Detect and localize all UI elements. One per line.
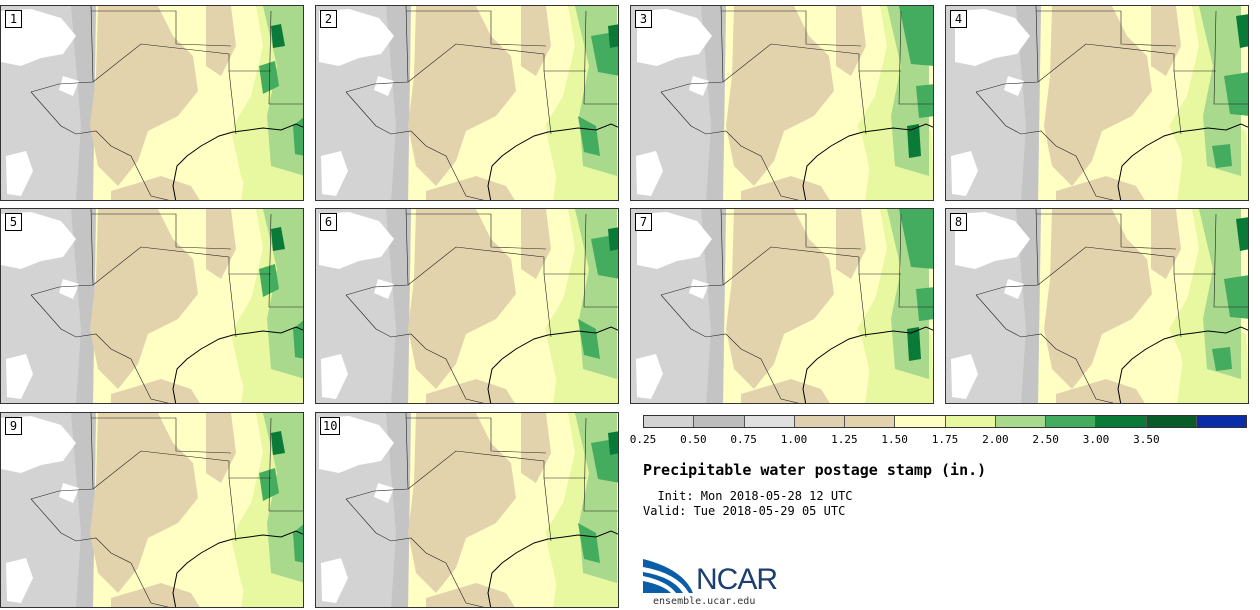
ensemble-member-panel[interactable]: 7 <box>630 208 934 404</box>
member-number-label: 2 <box>320 10 337 28</box>
precipitable-water-map <box>1 413 303 607</box>
colorbar-segment <box>1146 416 1197 427</box>
colorbar-tick-label: 1.75 <box>931 433 959 446</box>
ensemble-member-panel[interactable]: 6 <box>315 208 619 404</box>
member-number-label: 9 <box>5 417 22 435</box>
precipitable-water-map <box>316 209 618 403</box>
colorbar-tick-label: 1.50 <box>881 433 908 446</box>
member-number-label: 4 <box>950 10 967 28</box>
precipitable-water-map <box>1 209 303 403</box>
ensemble-member-panel[interactable]: 1 <box>0 5 304 201</box>
precipitable-water-map <box>631 209 933 403</box>
colorbar-tick-label: 2.00 <box>982 433 1009 446</box>
colorbar-segment <box>1096 416 1147 427</box>
colorbar-segment <box>794 416 845 427</box>
precipitable-water-map <box>1 6 303 200</box>
member-number-label: 7 <box>635 213 652 231</box>
precipitable-water-map <box>316 413 618 607</box>
valid-time: Valid: Tue 2018-05-29 05 UTC <box>643 504 846 518</box>
ensemble-member-panel[interactable]: 9 <box>0 412 304 608</box>
member-number-label: 6 <box>320 213 337 231</box>
colorbar-segment <box>1196 416 1246 427</box>
precipitable-water-map <box>631 6 933 200</box>
ensemble-member-panel[interactable]: 10 <box>315 412 619 608</box>
colorbar-segment <box>694 416 745 427</box>
precipitable-water-map <box>946 209 1248 403</box>
ncar-logo-icon <box>643 559 693 593</box>
colorbar-tick-label: 0.50 <box>680 433 707 446</box>
ensemble-member-panel[interactable]: 5 <box>0 208 304 404</box>
colorbar-segment <box>1046 416 1097 427</box>
colorbar-segment <box>995 416 1046 427</box>
chart-title: Precipitable water postage stamp (in.) <box>643 461 987 479</box>
ensemble-member-panel[interactable]: 3 <box>630 5 934 201</box>
colorbar-tick-label: 2.50 <box>1032 433 1059 446</box>
precipitable-water-map <box>316 6 618 200</box>
colorbar-tick-label: 0.25 <box>629 433 657 446</box>
precipitable-water-map <box>946 6 1248 200</box>
ensemble-url[interactable]: ensemble.ucar.edu <box>653 596 756 607</box>
init-time: Init: Mon 2018-05-28 12 UTC <box>643 489 853 503</box>
ensemble-member-panel[interactable]: 4 <box>945 5 1249 201</box>
colorbar-segment <box>644 416 695 427</box>
member-number-label: 10 <box>320 417 341 435</box>
colorbar-tick-label: 3.50 <box>1133 433 1160 446</box>
colorbar-tick-label: 1.00 <box>780 433 808 446</box>
member-number-label: 5 <box>5 213 22 231</box>
ensemble-member-panel[interactable]: 2 <box>315 5 619 201</box>
colorbar-tick-label: 0.75 <box>730 433 757 446</box>
colorbar-segment <box>895 416 946 427</box>
colorbar-tick-label: 3.00 <box>1082 433 1110 446</box>
ncar-wordmark: NCAR <box>696 563 778 596</box>
colorbar-segment <box>945 416 996 427</box>
colorbar <box>643 415 1247 428</box>
ensemble-member-panel[interactable]: 8 <box>945 208 1249 404</box>
colorbar-tick-label: 1.25 <box>831 433 858 446</box>
member-number-label: 3 <box>635 10 652 28</box>
colorbar-segment <box>845 416 896 427</box>
colorbar-segment <box>744 416 795 427</box>
member-number-label: 1 <box>5 10 22 28</box>
colorbar-ticks: 0.25 0.50 0.75 1.00 1.25 1.50 1.75 2.00 2.50 3.00… <box>630 433 1247 447</box>
member-number-label: 8 <box>950 213 967 231</box>
